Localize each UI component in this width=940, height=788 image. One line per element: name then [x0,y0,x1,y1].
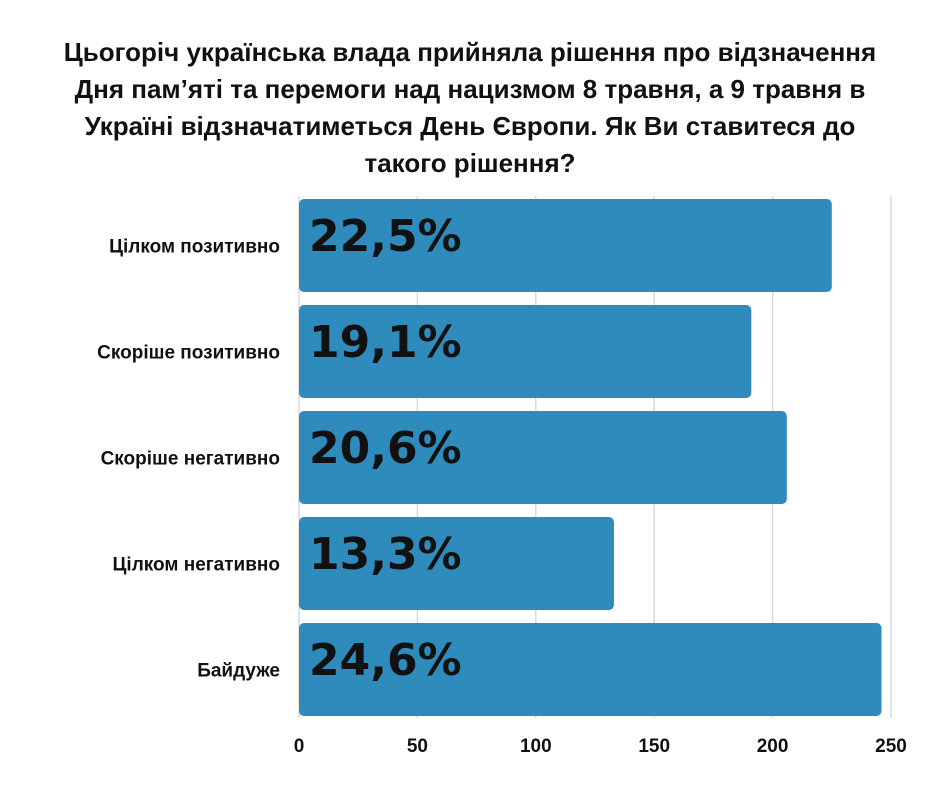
category-label: Байдуже [197,661,280,682]
bar [299,199,832,292]
category-label: Цілком негативно [113,555,280,576]
bars [299,199,882,716]
x-tick-label: 150 [638,736,670,757]
data-label: 24,6% [309,635,462,686]
category-labels: Цілком позитивно Скоріше позитивно Скоріше… [97,237,280,682]
category-label: Скоріше позитивно [97,343,280,364]
x-axis-tick-labels: 0 50 100 150 200 250 [294,736,907,757]
bar [299,305,752,398]
x-tick-label: 250 [875,736,907,757]
data-label: 13,3% [309,529,462,580]
x-tick-label: 50 [407,736,428,757]
bar [299,411,787,504]
category-label: Цілком позитивно [109,237,280,258]
data-label: 22,5% [309,211,462,262]
x-tick-label: 200 [757,736,789,757]
data-label: 19,1% [309,317,462,368]
bar [299,623,882,716]
bar [299,517,614,610]
data-labels: 22,5% 19,1% 20,6% 13,3% 24,6% [309,211,462,686]
x-tick-label: 0 [294,736,305,757]
data-label: 20,6% [309,423,462,474]
category-label: Скоріше негативно [101,449,280,470]
chart-title: Цьогоріч українська влада прийняла рішен… [63,37,877,178]
x-tick-label: 100 [520,736,552,757]
